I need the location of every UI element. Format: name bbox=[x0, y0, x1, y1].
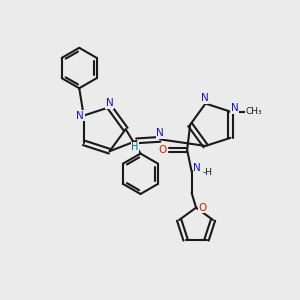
Text: N: N bbox=[156, 128, 164, 138]
Text: H: H bbox=[131, 142, 139, 152]
Text: -H: -H bbox=[202, 168, 212, 177]
Text: N: N bbox=[231, 103, 239, 113]
Text: O: O bbox=[199, 203, 207, 213]
Text: N: N bbox=[76, 111, 84, 121]
Text: N: N bbox=[201, 93, 209, 103]
Text: CH₃: CH₃ bbox=[246, 106, 262, 116]
Text: N: N bbox=[106, 98, 113, 108]
Text: N: N bbox=[194, 164, 201, 173]
Text: O: O bbox=[159, 145, 167, 155]
